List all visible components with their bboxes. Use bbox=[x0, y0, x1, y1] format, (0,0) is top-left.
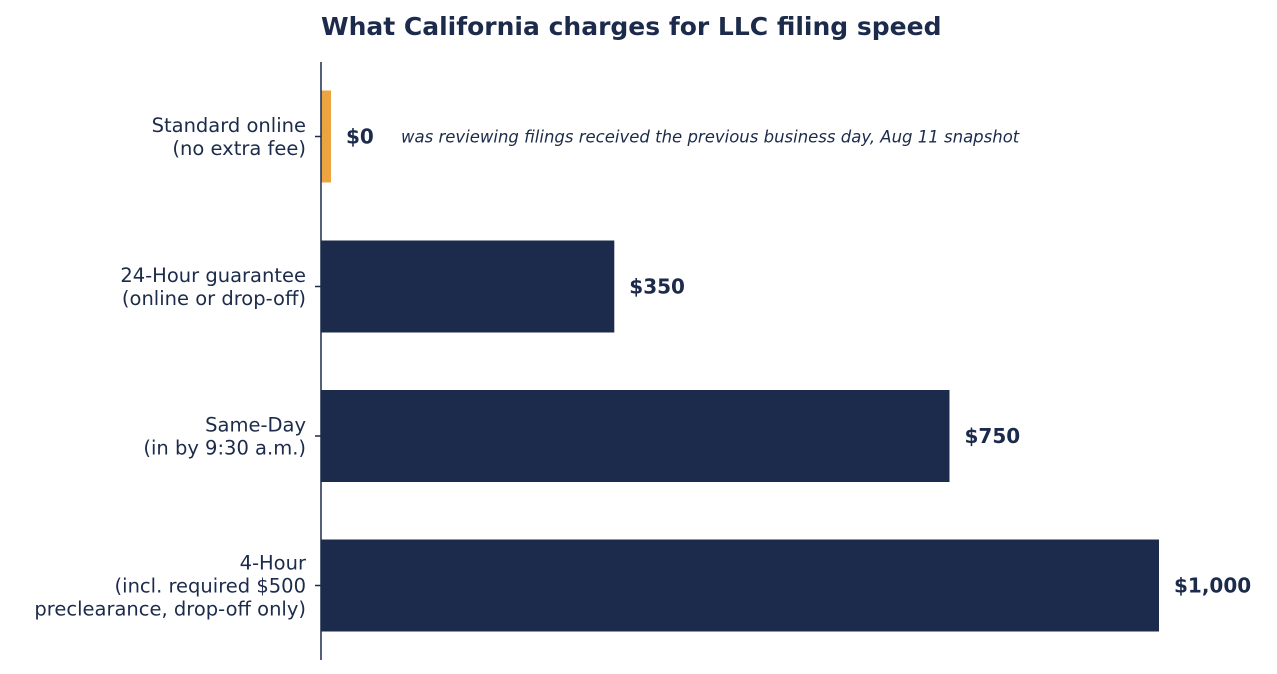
category-label-1: 24-Hour guarantee (online or drop-off) bbox=[120, 264, 306, 310]
category-label-2: Same-Day (in by 9:30 a.m.) bbox=[143, 414, 306, 460]
bar-1 bbox=[321, 240, 615, 333]
category-label-line: (no extra fee) bbox=[172, 137, 306, 160]
category-label-0: Standard online (no extra fee) bbox=[152, 114, 306, 160]
bars-layer bbox=[321, 90, 1159, 632]
category-label-line: (in by 9:30 a.m.) bbox=[143, 437, 306, 460]
category-label-line: (online or drop-off) bbox=[122, 287, 306, 310]
value-label-2: $750 bbox=[965, 424, 1021, 448]
category-label-line: 24-Hour guarantee bbox=[120, 264, 306, 287]
labels-layer: $0 Standard online (no extra fee) $350 24-Ho… bbox=[34, 114, 1251, 621]
category-label-line: preclearance, drop-off only) bbox=[34, 598, 306, 621]
value-label-0: $0 bbox=[346, 125, 374, 149]
bar-3 bbox=[321, 539, 1159, 632]
category-label-line: Standard online bbox=[152, 114, 306, 137]
value-label-3: $1,000 bbox=[1174, 574, 1251, 598]
category-label-line: 4-Hour bbox=[240, 552, 307, 575]
chart-title: What California charges for LLC filing s… bbox=[321, 12, 941, 41]
bar-0 bbox=[321, 90, 331, 183]
annotation-0: was reviewing filings received the previ… bbox=[401, 128, 1020, 147]
category-label-3: 4-Hour (incl. required $500 preclearance, … bbox=[34, 552, 307, 621]
bar-2 bbox=[321, 390, 950, 482]
value-label-1: $350 bbox=[629, 275, 685, 299]
category-label-line: Same-Day bbox=[205, 414, 306, 437]
category-label-line: (incl. required $500 bbox=[115, 575, 306, 598]
